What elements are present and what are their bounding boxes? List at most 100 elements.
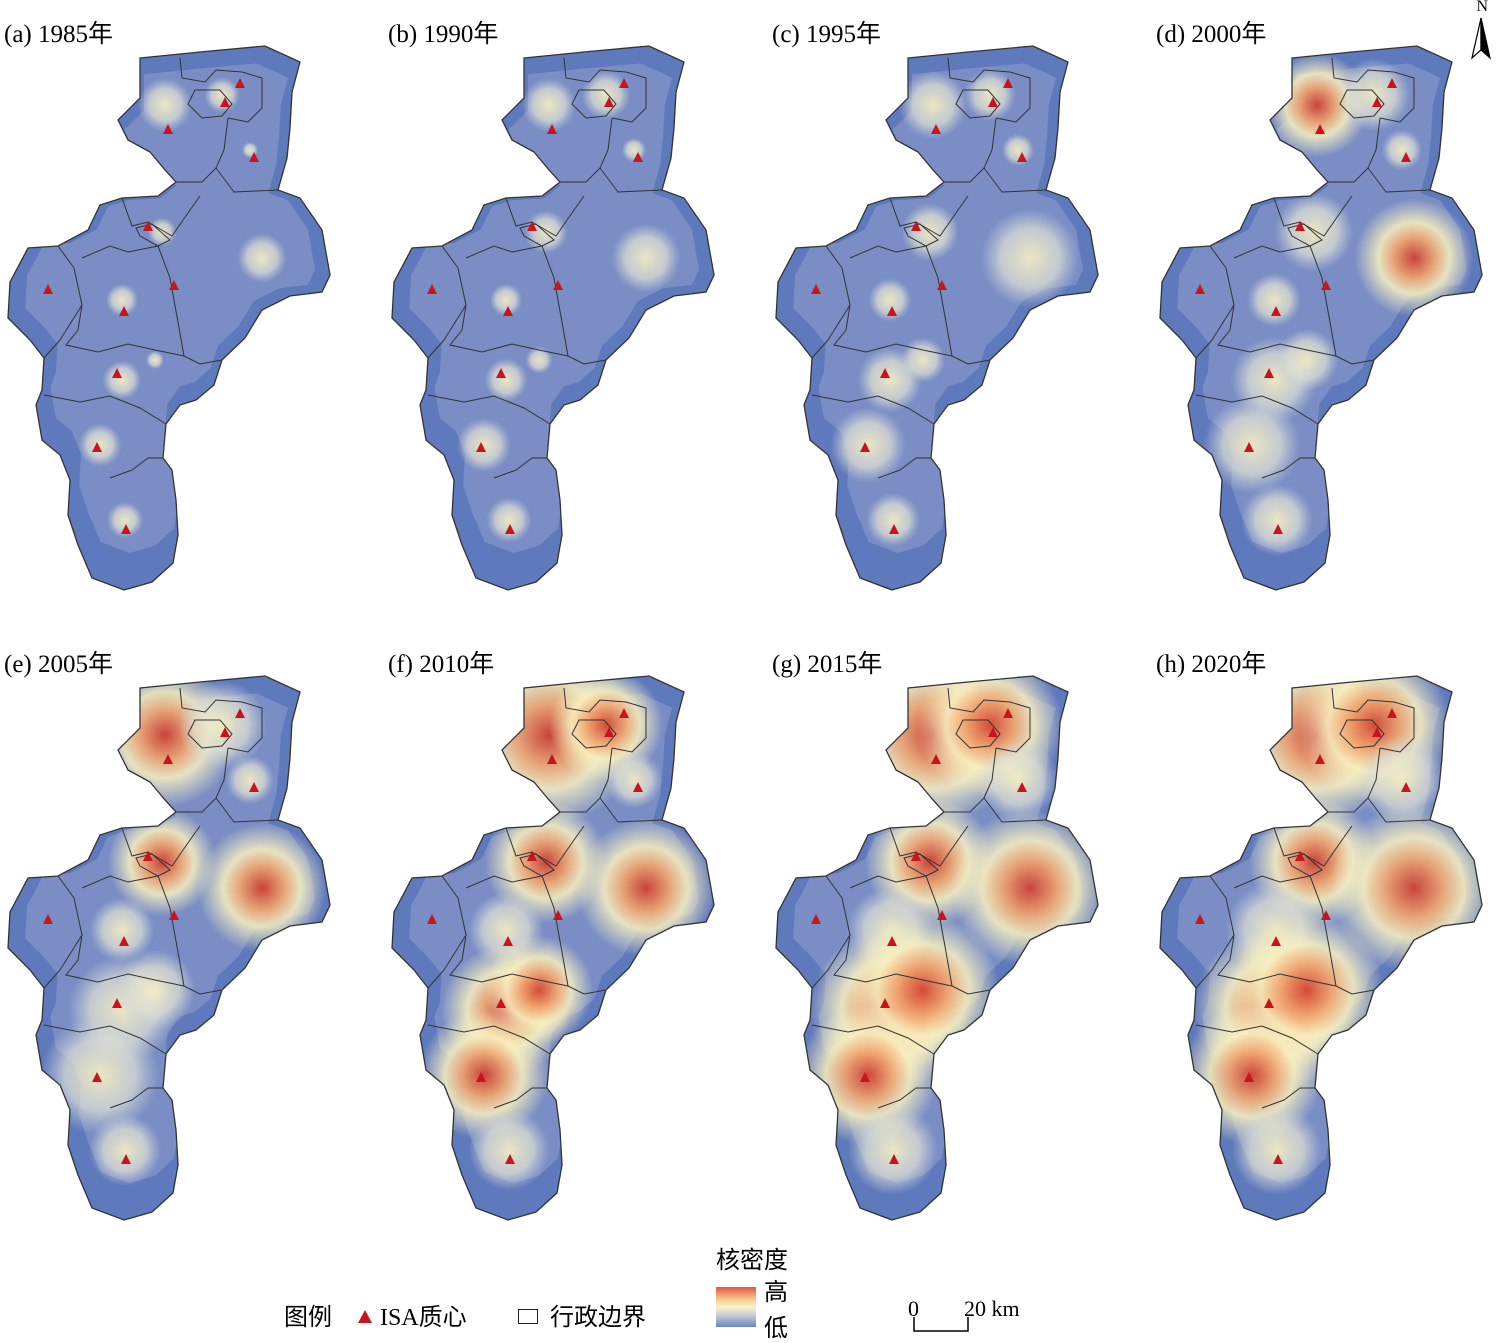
admin-boundary bbox=[1261, 457, 1315, 479]
legend-boundary-label: 行政边界 bbox=[550, 1305, 646, 1331]
density-hotspot bbox=[524, 210, 568, 254]
admin-boundary bbox=[493, 457, 547, 479]
admin-boundary bbox=[889, 825, 969, 867]
admin-boundary bbox=[849, 245, 991, 365]
admin-boundary bbox=[81, 245, 223, 365]
density-hotspot bbox=[108, 808, 216, 916]
isa-centroid bbox=[163, 124, 173, 134]
isa-centroid bbox=[1003, 708, 1013, 718]
admin-boundary bbox=[505, 825, 585, 867]
isa-centroid bbox=[633, 782, 643, 792]
isa-centroid bbox=[1264, 998, 1274, 1008]
density-hotspot bbox=[1001, 133, 1035, 167]
isa-centroid bbox=[1017, 152, 1027, 162]
outer-boundary bbox=[391, 45, 715, 591]
admin-boundary bbox=[877, 1087, 931, 1109]
admin-boundary bbox=[1367, 167, 1431, 193]
admin-boundary bbox=[179, 687, 263, 753]
admin-boundary bbox=[109, 1087, 163, 1109]
isa-centroid bbox=[1273, 524, 1283, 534]
isa-centroid bbox=[1271, 306, 1281, 316]
admin-boundary bbox=[449, 934, 569, 987]
legend-isa-item: ISA质心 bbox=[358, 1297, 467, 1332]
isa-centroid bbox=[1003, 78, 1013, 88]
isa-centroid bbox=[1271, 936, 1281, 946]
admin-boundary bbox=[1331, 57, 1415, 123]
density-hotspot bbox=[1274, 192, 1354, 272]
scale-bar bbox=[913, 1317, 969, 1332]
density-map bbox=[1159, 675, 1483, 1221]
density-hotspot bbox=[89, 897, 155, 963]
map-panel: (h) 2020年 bbox=[1152, 630, 1500, 1230]
isa-centroid bbox=[1264, 368, 1274, 378]
density-hotspot bbox=[197, 823, 327, 953]
density-hotspot bbox=[102, 360, 142, 400]
density-hotspot bbox=[611, 223, 681, 293]
panel-label: (f) 2010年 bbox=[388, 651, 495, 678]
isa-centroid bbox=[496, 998, 506, 1008]
isa-centroid bbox=[1295, 851, 1305, 861]
isa-centroid bbox=[112, 368, 122, 378]
density-hotspot bbox=[581, 70, 631, 120]
isa-centroid bbox=[1273, 1154, 1283, 1164]
admin-boundary bbox=[449, 304, 569, 357]
admin-boundary bbox=[65, 934, 185, 987]
density-hotspot bbox=[484, 800, 608, 924]
isa-centroid bbox=[112, 998, 122, 1008]
admin-boundary bbox=[215, 167, 279, 193]
density-hotspot bbox=[977, 739, 1059, 821]
isa-centroid bbox=[547, 124, 557, 134]
admin-boundary bbox=[1233, 875, 1375, 995]
admin-boundary bbox=[947, 687, 1031, 753]
isa-centroid bbox=[121, 524, 131, 534]
isa-centroid bbox=[1244, 442, 1254, 452]
admin-boundary bbox=[889, 195, 969, 237]
isa-centroid bbox=[503, 936, 513, 946]
density-hotspot bbox=[89, 1114, 161, 1186]
isa-centroid bbox=[235, 78, 245, 88]
isa-centroid bbox=[880, 998, 890, 1008]
admin-boundary bbox=[571, 719, 617, 749]
map-panel: (d) 2000年 bbox=[1152, 0, 1500, 600]
isa-centroid bbox=[43, 284, 53, 294]
density-hotspot bbox=[866, 493, 920, 547]
isa-centroid bbox=[1315, 124, 1325, 134]
admin-boundary bbox=[983, 797, 1047, 823]
isa-centroid bbox=[889, 1154, 899, 1164]
isa-centroid bbox=[1321, 280, 1331, 290]
density-hotspot bbox=[868, 278, 912, 322]
density-map bbox=[775, 675, 1099, 1221]
isa-centroid bbox=[527, 851, 537, 861]
isa-centroid bbox=[476, 1072, 486, 1082]
density-hotspot bbox=[1337, 58, 1411, 132]
admin-boundary bbox=[563, 687, 647, 753]
density-hotspot bbox=[1354, 198, 1474, 318]
density-hotspot bbox=[1232, 1105, 1322, 1195]
density-hotspot bbox=[576, 818, 714, 958]
density-map bbox=[7, 675, 331, 1221]
admin-boundary bbox=[493, 1087, 547, 1109]
admin-boundary bbox=[1339, 89, 1385, 119]
density-map bbox=[1159, 45, 1483, 591]
admin-boundary bbox=[563, 57, 647, 123]
isa-centroid bbox=[1401, 152, 1411, 162]
map-panel: (a) 1985年 bbox=[0, 0, 370, 600]
isa-centroid bbox=[1372, 97, 1382, 107]
isa-centroid bbox=[811, 284, 821, 294]
map-panel: (e) 2005年 bbox=[0, 630, 370, 1230]
outer-boundary bbox=[1159, 675, 1483, 1221]
isa-centroid bbox=[143, 851, 153, 861]
admin-boundary bbox=[833, 304, 953, 357]
admin-boundary bbox=[849, 875, 991, 995]
isa-centroid bbox=[119, 306, 129, 316]
admin-boundary bbox=[1367, 797, 1431, 823]
legend-title: 图例 bbox=[284, 1305, 332, 1331]
density-hotspot bbox=[848, 1105, 938, 1195]
triangle-icon bbox=[358, 1310, 372, 1323]
isa-centroid bbox=[887, 936, 897, 946]
density-hotspot bbox=[457, 418, 511, 472]
density-hotspot bbox=[964, 69, 1016, 121]
isa-centroid bbox=[553, 910, 563, 920]
panel-label: (d) 2000年 bbox=[1156, 21, 1267, 48]
density-hotspot bbox=[468, 1109, 550, 1191]
